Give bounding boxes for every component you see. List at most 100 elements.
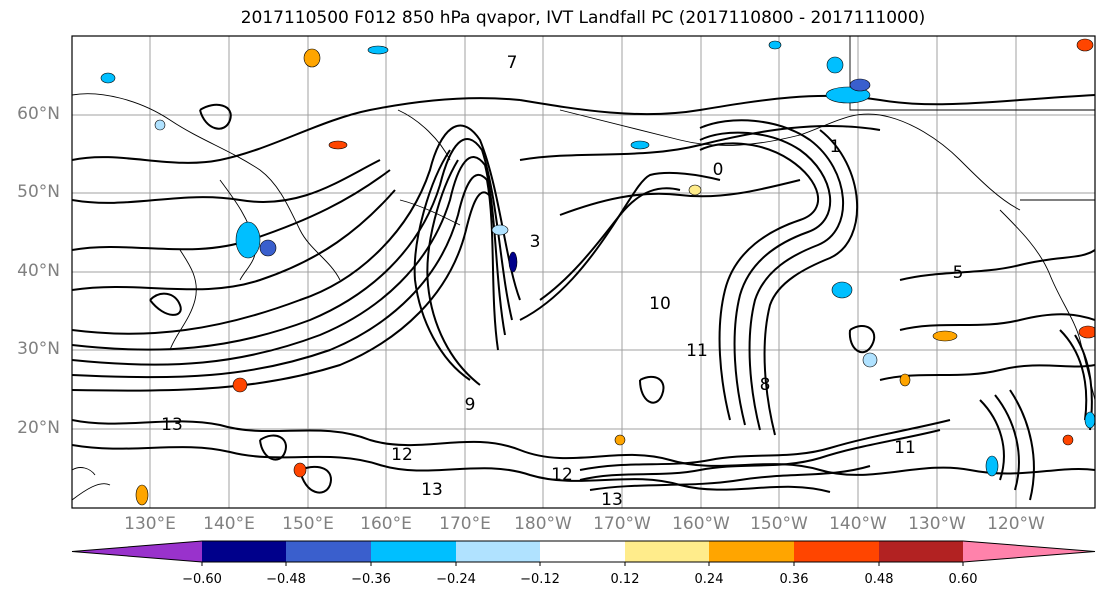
lon-label: 160°E: [360, 514, 412, 534]
contour-line: [426, 159, 481, 386]
contour-label: 10: [649, 294, 671, 314]
colorbar-bin: [371, 541, 456, 562]
shaded-anomaly-patches: [100, 38, 1095, 506]
lat-label: 30°N: [17, 339, 60, 359]
lon-label: 140°W: [829, 514, 887, 534]
contour-label: 8: [760, 375, 771, 395]
contour-label: 7: [507, 53, 518, 73]
contour-label: 3: [530, 232, 541, 252]
coastline: [559, 109, 1021, 211]
colorbar-tick-label: 0.36: [779, 572, 809, 587]
anomaly-patch: [1078, 325, 1095, 339]
lat-label: 40°N: [17, 261, 60, 281]
contour-line: [899, 313, 1095, 331]
contour-line: [72, 124, 521, 335]
lon-label: 130°E: [124, 514, 176, 534]
lon-label: 170°W: [593, 514, 651, 534]
anomaly-patch: [367, 45, 389, 55]
colorbar-tick-label: 0.48: [864, 572, 894, 587]
colorbar-bin: [286, 541, 371, 562]
map-title: 2017110500 F012 850 hPa qvapor, IVT Land…: [240, 8, 926, 28]
colorbar-extend-min: [72, 541, 202, 562]
contour-line: [149, 292, 182, 316]
anomaly-patch: [100, 72, 116, 84]
contour-line: [72, 191, 490, 392]
contour-line: [72, 189, 396, 291]
contour-label: 9: [465, 395, 476, 415]
contour-line: [899, 249, 1095, 281]
anomaly-patch: [259, 239, 277, 257]
anomaly-patch: [630, 140, 650, 150]
contour-label: 13: [161, 415, 183, 435]
anomaly-patch: [862, 352, 878, 368]
anomaly-patch: [831, 281, 853, 299]
anomaly-patch: [849, 78, 871, 92]
anomaly-patch: [1084, 411, 1095, 429]
contour-line: [259, 434, 287, 461]
contour-line: [519, 94, 1095, 116]
anomaly-patch: [1062, 434, 1074, 446]
contour-line: [72, 173, 499, 379]
colorbar-tick-label: 0.12: [610, 572, 640, 587]
anomaly-patch: [135, 484, 149, 506]
colorbar-bin: [879, 541, 963, 562]
lon-label: 160°W: [672, 514, 730, 534]
contour-line: [519, 124, 881, 161]
contour-line: [699, 119, 845, 431]
contour-line: [72, 97, 521, 164]
contour-label: 0: [713, 160, 724, 180]
coastline: [999, 209, 1095, 401]
anomaly-patch: [303, 48, 321, 68]
lon-label: 180°W: [514, 514, 572, 534]
anomaly-patch: [328, 140, 348, 150]
colorbar-bin: [794, 541, 879, 562]
anomaly-patch: [232, 377, 248, 393]
anomaly-patch: [614, 434, 626, 446]
anomaly-patch: [154, 119, 166, 131]
colorbar-tick-label: 0.60: [948, 572, 978, 587]
contour-line: [763, 129, 859, 436]
contour-line: [72, 159, 381, 204]
colorbar-tick-label: −0.36: [351, 572, 391, 587]
colorbar-bin: [625, 541, 709, 562]
contour-line: [413, 149, 471, 381]
contour-line: [299, 465, 332, 494]
anomaly-patch: [688, 184, 702, 196]
coastline: [169, 249, 197, 351]
lon-label: 130°W: [908, 514, 966, 534]
coastline: [72, 93, 341, 281]
colorbar-bin: [540, 541, 625, 562]
colorbar-bin: [709, 541, 794, 562]
coastline: [397, 109, 461, 226]
colorbar-tick-label: −0.12: [520, 572, 560, 587]
contour-label: 11: [686, 341, 708, 361]
contour-line: [519, 171, 721, 321]
lat-label: 50°N: [17, 182, 60, 202]
contour-label: 12: [391, 445, 413, 465]
contour-line: [72, 137, 513, 351]
contour-label: 13: [601, 490, 623, 510]
contour-label: 13: [421, 480, 443, 500]
lon-label: 140°E: [203, 514, 255, 534]
contour-line: [589, 465, 871, 491]
anomaly-patch: [932, 330, 958, 342]
anomaly-patch: [508, 251, 518, 273]
lat-label: 20°N: [17, 418, 60, 438]
contour-line: [559, 179, 801, 216]
graticule: [72, 36, 1095, 508]
colorbar-tick-label: −0.48: [266, 572, 306, 587]
colorbar-bin: [456, 541, 540, 562]
map-frame: [71, 35, 1096, 509]
colorbar-tick-label: −0.24: [436, 572, 476, 587]
contour-line: [579, 429, 941, 481]
lon-label: 170°E: [439, 514, 491, 534]
anomaly-patch: [826, 56, 844, 74]
colorbar: [71, 540, 1096, 566]
contour-line: [539, 187, 681, 301]
contour-line: [72, 444, 831, 493]
contour-label: 12: [551, 465, 573, 485]
anomaly-patch: [768, 40, 782, 50]
colorbar-bin: [202, 541, 286, 562]
